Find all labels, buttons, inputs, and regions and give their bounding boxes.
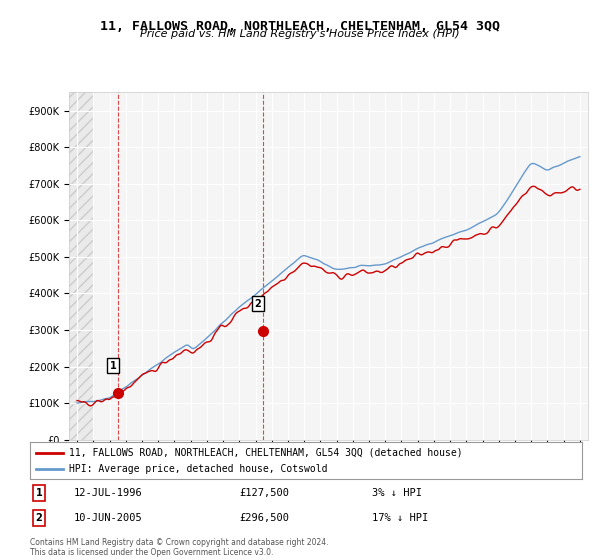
Text: 11, FALLOWS ROAD, NORTHLEACH, CHELTENHAM, GL54 3QQ (detached house): 11, FALLOWS ROAD, NORTHLEACH, CHELTENHAM… xyxy=(68,447,462,458)
Text: 1: 1 xyxy=(110,361,116,371)
Text: 17% ↓ HPI: 17% ↓ HPI xyxy=(372,513,428,523)
Text: £296,500: £296,500 xyxy=(240,513,290,523)
Text: 1: 1 xyxy=(35,488,42,498)
Text: 10-JUN-2005: 10-JUN-2005 xyxy=(74,513,143,523)
Text: 12-JUL-1996: 12-JUL-1996 xyxy=(74,488,143,498)
Text: Contains HM Land Registry data © Crown copyright and database right 2024.
This d: Contains HM Land Registry data © Crown c… xyxy=(30,538,329,557)
Text: Price paid vs. HM Land Registry's House Price Index (HPI): Price paid vs. HM Land Registry's House … xyxy=(140,29,460,39)
Text: 2: 2 xyxy=(254,299,261,309)
Text: HPI: Average price, detached house, Cotswold: HPI: Average price, detached house, Cots… xyxy=(68,464,327,474)
Text: £127,500: £127,500 xyxy=(240,488,290,498)
Text: 11, FALLOWS ROAD, NORTHLEACH, CHELTENHAM, GL54 3QQ: 11, FALLOWS ROAD, NORTHLEACH, CHELTENHAM… xyxy=(100,20,500,32)
Bar xyxy=(69,92,94,440)
Text: 2: 2 xyxy=(35,513,42,523)
Text: 3% ↓ HPI: 3% ↓ HPI xyxy=(372,488,422,498)
